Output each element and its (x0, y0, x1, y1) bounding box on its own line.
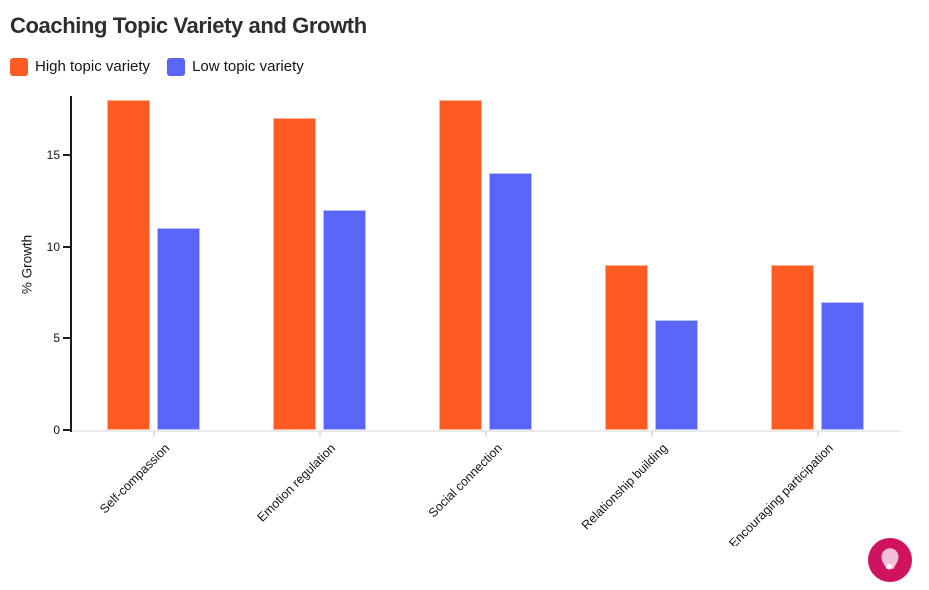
bar[interactable] (323, 210, 366, 430)
x-tick-label: Encouraging participation (726, 441, 837, 546)
y-tick-mark (63, 429, 72, 431)
legend-item[interactable]: High topic variety (10, 58, 150, 76)
x-tick-label: Relationship building (578, 441, 671, 533)
x-axis-line (72, 430, 901, 432)
bar[interactable] (771, 265, 814, 430)
bar[interactable] (655, 320, 698, 430)
x-tick-label: Social connection (425, 441, 505, 521)
y-axis-title: % Growth (19, 234, 35, 295)
x-tick-mark (484, 431, 487, 437)
chart-title: Coaching Topic Variety and Growth (10, 13, 367, 38)
legend-item[interactable]: Low topic variety (167, 58, 304, 76)
legend-label: Low topic variety (192, 58, 304, 75)
y-tick-label: 15 (46, 148, 60, 162)
bar[interactable] (821, 301, 864, 430)
bar[interactable] (489, 173, 532, 430)
legend-swatch (10, 58, 28, 76)
x-tick-mark (816, 431, 819, 437)
bar-chart: % Growth 0 5 10 15 Self-compassion Emotion re… (19, 96, 901, 546)
bar[interactable] (107, 100, 150, 430)
legend: High topic variety Low topic variety (10, 58, 304, 76)
x-tick-mark (650, 431, 653, 437)
y-tick-mark (63, 154, 72, 156)
y-tick-label: 5 (53, 331, 60, 346)
y-axis-line (70, 96, 72, 432)
bar[interactable] (273, 118, 316, 430)
x-tick-mark (318, 431, 321, 437)
bar[interactable] (605, 265, 648, 430)
x-tick-label: Self-compassion (97, 441, 173, 517)
y-tick-label: 0 (53, 423, 60, 437)
bar[interactable] (157, 228, 200, 430)
legend-swatch (167, 58, 186, 76)
bar[interactable] (439, 100, 482, 430)
insights-fab-button[interactable] (868, 538, 912, 582)
legend-label: High topic variety (35, 58, 151, 75)
x-tick-mark (152, 431, 155, 437)
y-tick-label: 10 (46, 239, 60, 254)
y-tick-mark (63, 337, 72, 340)
y-tick-mark (63, 245, 72, 248)
lightbulb-icon (881, 548, 899, 570)
x-tick-label: Emotion regulation (254, 441, 339, 525)
